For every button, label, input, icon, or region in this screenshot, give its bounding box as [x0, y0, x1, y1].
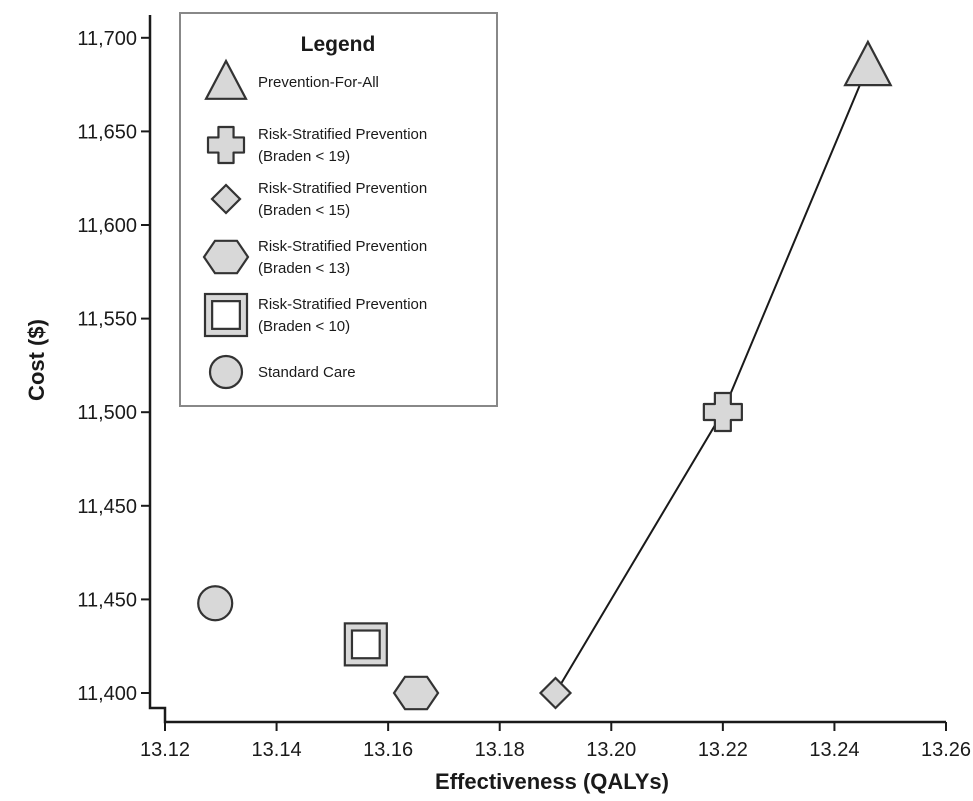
legend-label: Risk-Stratified Prevention [258, 180, 427, 197]
data-point-triangle [845, 42, 891, 85]
frontier-line [556, 66, 868, 693]
x-tick-label: 13.16 [363, 739, 413, 761]
legend-title: Legend [301, 33, 376, 56]
legend-label: Standard Care [258, 364, 356, 381]
y-axis-title: Cost ($) [24, 319, 49, 401]
y-tick-label: 11,650 [77, 121, 137, 143]
data-point-cross [704, 393, 742, 431]
x-tick-label: 13.22 [698, 739, 748, 761]
legend-label: Risk-Stratified Prevention [258, 296, 427, 313]
legend-label: (Braden < 19) [258, 148, 350, 165]
legend-label: (Braden < 13) [258, 260, 350, 277]
data-point-circle [198, 586, 232, 620]
x-tick-label: 13.14 [252, 739, 302, 761]
y-tick-label: 11,450 [77, 589, 137, 611]
x-tick-label: 13.20 [586, 739, 636, 761]
y-tick-label: 11,450 [77, 496, 137, 518]
legend-marker-hexagon [204, 241, 248, 273]
x-tick-label: 13.18 [475, 739, 525, 761]
legend-label: (Braden < 10) [258, 318, 350, 335]
y-tick-label: 11,600 [77, 215, 137, 237]
legend-label: Risk-Stratified Prevention [258, 238, 427, 255]
legend-marker-square [205, 294, 247, 336]
legend: Legend Prevention-For-All Risk-Stratified … [180, 13, 497, 406]
legend-marker-circle [210, 356, 242, 388]
x-tick-label: 13.12 [140, 739, 190, 761]
legend-label: Risk-Stratified Prevention [258, 126, 427, 143]
y-tick-label: 11,550 [77, 309, 137, 331]
x-tick-label: 13.26 [921, 739, 971, 761]
data-point-square [345, 623, 387, 665]
data-point-diamond [541, 678, 571, 708]
y-tick-label: 11,700 [77, 28, 137, 50]
x-tick-label: 13.24 [809, 739, 859, 761]
legend-label: Prevention-For-All [258, 74, 379, 91]
legend-label: (Braden < 15) [258, 202, 350, 219]
efficiency-frontier [556, 66, 868, 693]
data-point-hexagon [394, 677, 438, 709]
x-axis-title: Effectiveness (QALYs) [435, 769, 669, 794]
y-tick-label: 11,500 [77, 402, 137, 424]
y-tick-label: 11,400 [77, 683, 137, 705]
